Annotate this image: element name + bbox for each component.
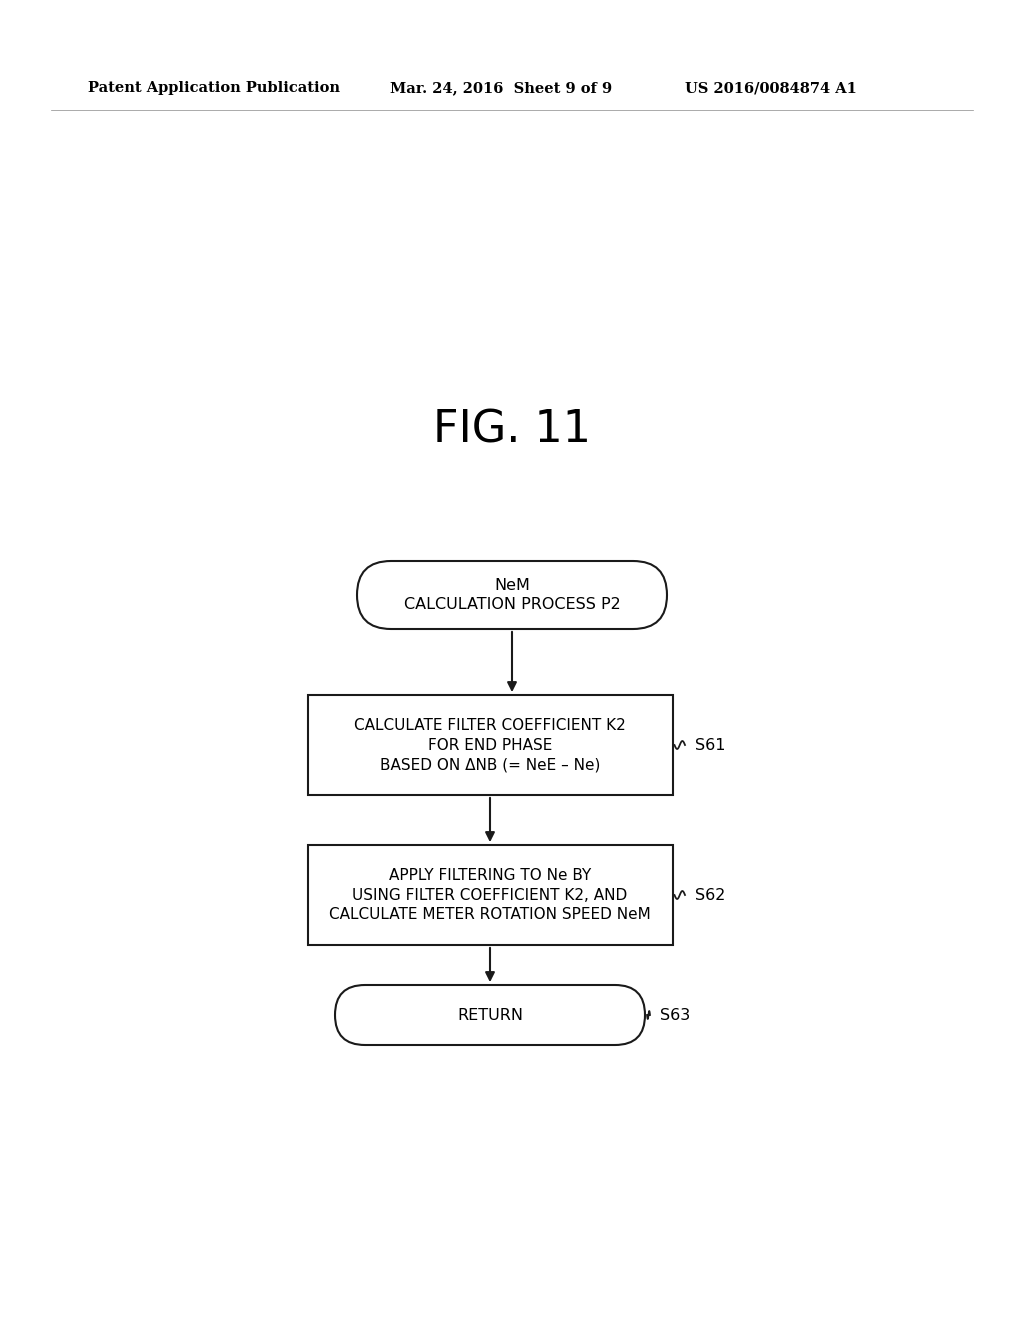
Text: Patent Application Publication: Patent Application Publication [88,81,340,95]
Bar [307,696,673,795]
Text: NeM
CALCULATION PROCESS P2: NeM CALCULATION PROCESS P2 [403,578,621,612]
FancyBboxPatch shape [335,985,645,1045]
Text: APPLY FILTERING TO Ne BY
USING FILTER COEFFICIENT K2, AND
CALCULATE METER ROTATI: APPLY FILTERING TO Ne BY USING FILTER CO… [329,867,651,923]
Text: FIG. 11: FIG. 11 [433,408,591,451]
Text: CALCULATE FILTER COEFFICIENT K2
FOR END PHASE
BASED ON ΔNB (= NeE – Ne): CALCULATE FILTER COEFFICIENT K2 FOR END … [354,718,626,772]
Text: S62: S62 [695,887,725,903]
Text: Mar. 24, 2016  Sheet 9 of 9: Mar. 24, 2016 Sheet 9 of 9 [390,81,612,95]
Text: RETURN: RETURN [457,1007,523,1023]
Bar [307,845,673,945]
Text: S61: S61 [695,738,725,752]
Text: S63: S63 [660,1007,690,1023]
Text: US 2016/0084874 A1: US 2016/0084874 A1 [685,81,857,95]
FancyBboxPatch shape [357,561,667,630]
